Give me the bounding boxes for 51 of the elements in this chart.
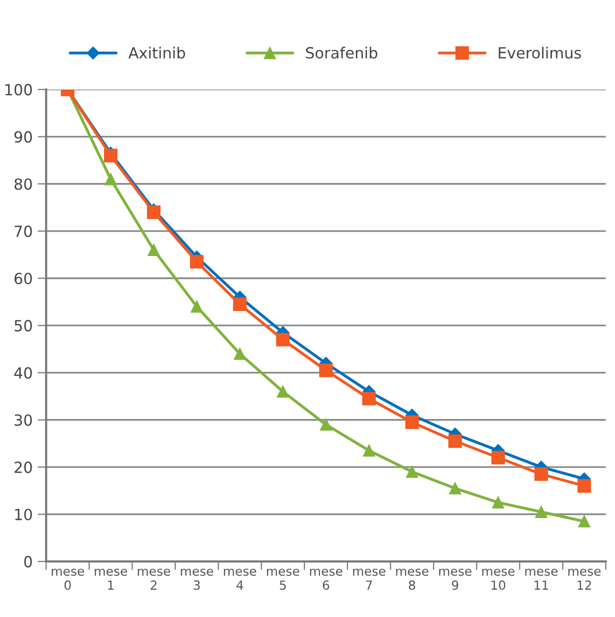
y-tick-label: 20 bbox=[14, 462, 32, 474]
x-tick-label: mese 10 bbox=[482, 568, 515, 590]
y-tick-label: 40 bbox=[14, 367, 32, 379]
point bbox=[104, 173, 117, 186]
point bbox=[405, 415, 419, 429]
point bbox=[448, 434, 462, 448]
x-tick-label: mese 5 bbox=[267, 568, 300, 590]
point bbox=[362, 392, 376, 406]
legend-label: Everolimus bbox=[498, 46, 581, 59]
x-tick-label: mese 7 bbox=[353, 568, 386, 590]
x-tick-label: mese 6 bbox=[310, 568, 342, 590]
point bbox=[234, 348, 246, 360]
y-tick-label: 90 bbox=[14, 131, 32, 143]
x-tick-label: mese 8 bbox=[396, 568, 428, 590]
point bbox=[578, 515, 590, 528]
y-tick-label: 0 bbox=[24, 556, 32, 568]
point bbox=[319, 364, 333, 378]
y-tick-label: 50 bbox=[14, 320, 32, 332]
point bbox=[362, 444, 376, 457]
point bbox=[320, 418, 332, 431]
point bbox=[104, 148, 118, 162]
point bbox=[534, 467, 548, 481]
point bbox=[146, 205, 161, 219]
point bbox=[491, 450, 505, 464]
point bbox=[276, 385, 289, 398]
point bbox=[190, 300, 203, 313]
y-tick-label: 10 bbox=[15, 508, 32, 520]
x-tick-label: mese 12 bbox=[568, 568, 601, 590]
x-tick-label: mese 4 bbox=[224, 568, 256, 590]
point bbox=[449, 482, 462, 494]
x-tick-label: mese 0 bbox=[52, 568, 84, 590]
x-tick-label: mese 2 bbox=[138, 568, 170, 590]
legend-label: Sorafenib bbox=[306, 46, 378, 59]
point bbox=[148, 244, 160, 256]
y-tick-label: 100 bbox=[5, 84, 32, 96]
point bbox=[406, 466, 418, 478]
point bbox=[492, 496, 504, 509]
y-tick-label: 80 bbox=[14, 178, 32, 190]
x-tick-label: mese 3 bbox=[180, 568, 214, 590]
y-tick-label: 60 bbox=[14, 272, 32, 284]
x-tick-label: mese 1 bbox=[94, 568, 128, 590]
x-tick-label: mese 9 bbox=[439, 568, 472, 590]
point bbox=[190, 254, 204, 269]
legend-label: Axitinib bbox=[128, 46, 186, 59]
point bbox=[233, 297, 247, 311]
x-tick-label: mese 11 bbox=[525, 568, 558, 590]
point bbox=[535, 506, 548, 518]
y-tick-label: 30 bbox=[14, 414, 32, 426]
point bbox=[577, 479, 592, 493]
point bbox=[276, 332, 290, 346]
y-tick-label: 70 bbox=[14, 226, 32, 238]
